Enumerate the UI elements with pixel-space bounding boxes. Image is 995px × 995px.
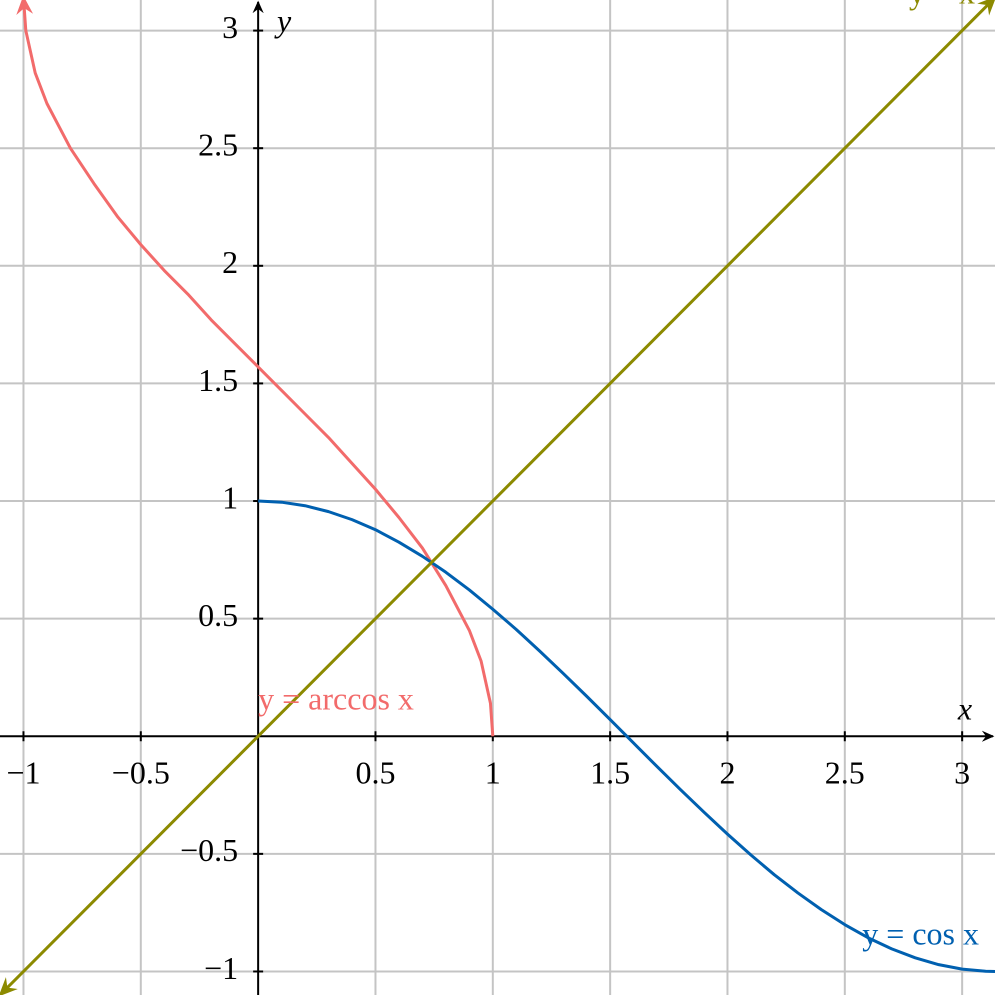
x-tick-label: 2.5 [825, 755, 865, 791]
x-tick-label: −1 [6, 755, 40, 791]
x-tick-label: 0.5 [355, 755, 395, 791]
y-tick-label: 1.5 [198, 362, 238, 398]
curve-label: y = cos x [862, 915, 979, 951]
x-tick-label: 1 [485, 755, 501, 791]
x-tick-label: 2 [719, 755, 735, 791]
y-tick-label: 1 [222, 479, 238, 515]
curve-label: y = arccos x [258, 681, 414, 717]
y-tick-label: 2.5 [198, 127, 238, 163]
x-axis-label: x [957, 691, 972, 727]
y-tick-label: 0.5 [198, 597, 238, 633]
labels: −1 −0.5 0.5 1 1.5 2 2.5 3 −1 −0.5 0.5 1 1.5 2 2.5 3 x y y … [6, 0, 979, 986]
x-tick-label: −0.5 [112, 755, 170, 791]
y-tick-label: −1 [204, 950, 238, 986]
y-tick-label: 2 [222, 244, 238, 280]
y-tick-label: −0.5 [180, 832, 238, 868]
x-tick-label: 1.5 [590, 755, 630, 791]
y-axis-label: y [274, 2, 292, 38]
y-tick-label: 3 [222, 9, 238, 45]
x-tick-label: 3 [954, 755, 970, 791]
curve-label: y = x [909, 0, 975, 10]
